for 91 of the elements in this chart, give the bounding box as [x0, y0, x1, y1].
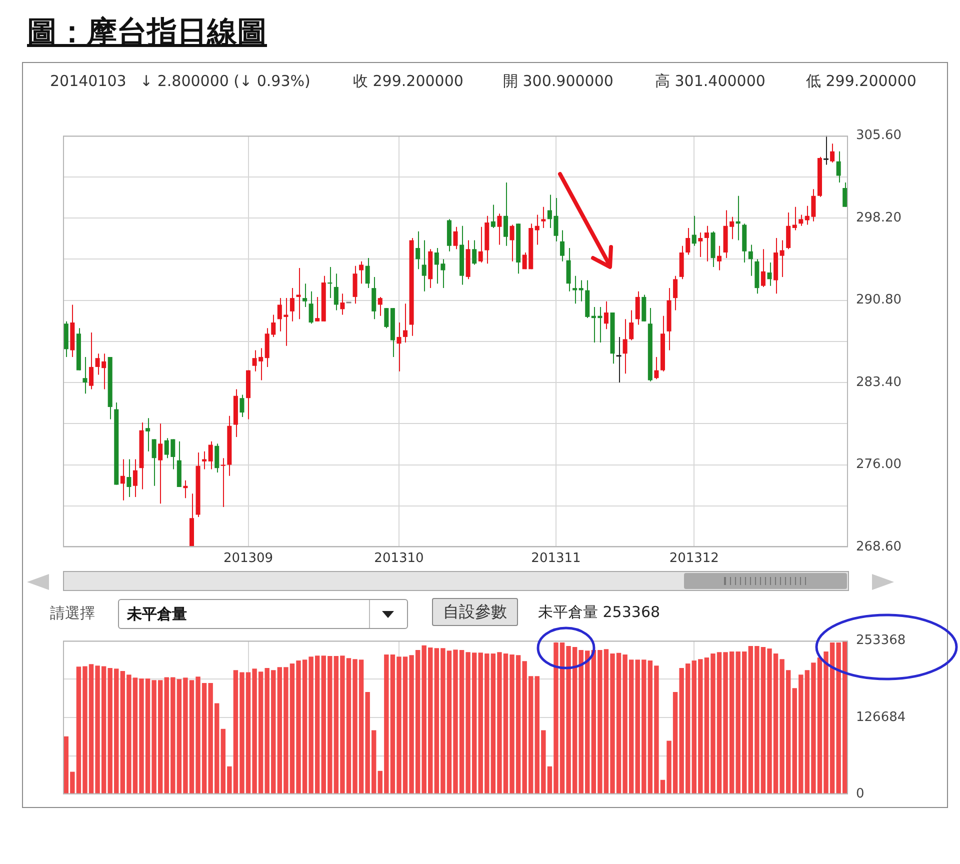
candlestick: [510, 224, 514, 262]
candlestick: [541, 206, 546, 229]
text: 未平倉量: [127, 605, 187, 624]
candlestick: [472, 240, 477, 266]
candlestick: [240, 394, 244, 418]
candlestick: [334, 273, 338, 311]
candlestick: [82, 356, 88, 394]
candlestick: [120, 458, 125, 501]
y-tick-label: 305.60: [856, 128, 902, 144]
candlestick: [384, 308, 389, 329]
text: 開 300.900000: [503, 72, 614, 91]
candlestick: [717, 245, 722, 271]
candlestick: [453, 226, 458, 250]
text: 自設參數: [432, 598, 518, 626]
candlestick: [416, 230, 420, 270]
candlestick: [780, 240, 784, 278]
candlestick: [359, 260, 364, 284]
y-tick-label: 0: [856, 786, 864, 802]
candlestick: [622, 318, 628, 374]
candlestick: [146, 418, 150, 452]
candlestick: [635, 290, 640, 326]
y-tick-label: 276.00: [856, 457, 902, 472]
candlestick: [152, 438, 156, 486]
candlestick: [686, 228, 690, 256]
candlestick: [836, 150, 841, 183]
candlestick: [748, 244, 753, 276]
candlestick: [372, 276, 376, 320]
candlestick: [736, 195, 740, 241]
candlestick: [534, 214, 540, 246]
y-tick-label: 283.40: [856, 374, 902, 390]
candlestick: [89, 332, 94, 390]
candlestick: [396, 322, 402, 372]
text: ↓ 2.800000 (↓ 0.93%): [140, 72, 310, 90]
candlestick: [328, 266, 332, 299]
candlestick: [566, 248, 571, 292]
candlestick: [183, 480, 188, 499]
candlestick: [315, 296, 320, 322]
candlestick: [208, 440, 213, 470]
candlestick: [478, 226, 483, 263]
candlestick: [629, 310, 634, 341]
candlestick: [422, 240, 426, 292]
text: 低 299.200000: [806, 72, 916, 91]
candlestick: [158, 423, 163, 504]
candlestick: [220, 458, 226, 508]
candlestick: [352, 265, 358, 304]
y-tick-label: 268.60: [856, 539, 902, 554]
candlestick: [365, 258, 370, 289]
candlestick: [654, 356, 659, 380]
candlestick: [560, 230, 565, 262]
text: 20140103: [50, 72, 126, 90]
candlestick: [698, 232, 703, 258]
candlestick: [497, 213, 502, 246]
chart-title: 圖：摩台指日線圖: [27, 14, 267, 52]
candlestick: [786, 212, 791, 250]
x-tick-label: 201309: [223, 551, 274, 566]
candlestick: [340, 293, 345, 316]
text: 高 301.400000: [655, 72, 766, 91]
y-tick-label: 298.20: [856, 210, 902, 226]
candlestick: [132, 458, 138, 498]
candlestick: [767, 262, 772, 286]
candlestick: [692, 215, 696, 246]
x-tick-label: 201312: [669, 551, 719, 566]
candlestick: [830, 143, 835, 163]
candlestick: [296, 268, 301, 320]
candlestick: [308, 290, 314, 324]
candlestick: [214, 443, 220, 474]
candlestick: [403, 303, 408, 344]
candlestick: [290, 288, 294, 322]
candlestick: [798, 214, 804, 226]
candlestick: [792, 206, 797, 231]
candlestick: [126, 458, 132, 498]
candlestick: [302, 283, 308, 308]
x-tick-label: 201311: [531, 551, 581, 566]
candlestick: [673, 275, 678, 311]
candlestick: [503, 182, 508, 246]
candlestick: [604, 300, 608, 330]
candlestick: [572, 275, 578, 304]
y-tick-label: 253368: [856, 633, 906, 648]
candlestick: [202, 450, 207, 470]
candlestick: [704, 225, 709, 262]
candlestick: [760, 248, 766, 288]
candlestick: [842, 182, 848, 208]
y-tick-label: 290.80: [856, 292, 902, 308]
text: 請選擇: [50, 604, 95, 623]
candlestick: [578, 280, 584, 302]
x-tick-label: 201310: [374, 551, 424, 566]
text: 收 299.200000: [353, 72, 464, 91]
text: 未平倉量 253368: [538, 603, 660, 622]
candlestick: [490, 204, 496, 229]
candlestick: [378, 296, 382, 316]
y-tick-label: 126684: [856, 710, 906, 725]
